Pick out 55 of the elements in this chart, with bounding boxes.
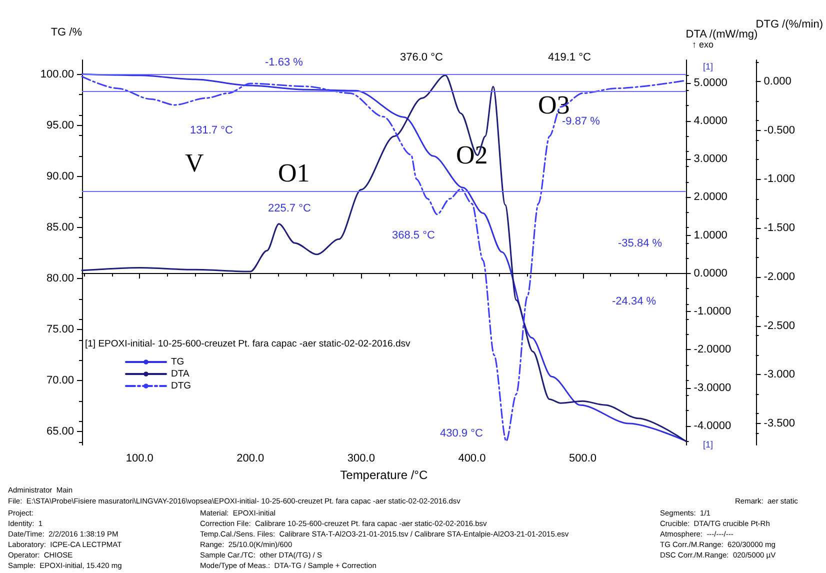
y2-tick-label: -2.0000 bbox=[694, 344, 732, 356]
text: [1] bbox=[703, 62, 714, 72]
y2-tick-label: -1.0000 bbox=[694, 306, 732, 318]
annotation: -35.84 % bbox=[618, 238, 662, 250]
annotation: O1 bbox=[278, 158, 310, 188]
y2-tick-label: 4.0000 bbox=[694, 114, 728, 127]
annotation: 225.7 °C bbox=[268, 202, 311, 214]
annotation: -1.63 % bbox=[265, 56, 304, 68]
annotation: -24.34 % bbox=[612, 296, 656, 308]
annotation: 419.1 °C bbox=[548, 52, 591, 64]
y-tick-label: 95.00 bbox=[46, 119, 74, 132]
y-tick-label: 100.00 bbox=[40, 68, 74, 80]
y-axis-title: TG /% bbox=[50, 26, 82, 38]
y2-axis-title: DTA /(mW/mg) bbox=[686, 28, 758, 40]
y2-tick-label: 5.0000 bbox=[694, 76, 728, 89]
y3-tick-label: 0.000 bbox=[764, 75, 792, 88]
y-tick-label: 65.00 bbox=[46, 426, 74, 438]
x-tick-label: 500.0 bbox=[568, 452, 597, 464]
legend-title: [1] EPOXI-initial- 10-25-600-creuzet Pt. fara capac -aer static-02-02-2016.dsv bbox=[85, 338, 411, 350]
x-axis-title: Temperature /°C bbox=[340, 468, 428, 482]
y3-axis-title: DTG /(%/min) bbox=[756, 18, 824, 30]
y3-tick-label: -3.000 bbox=[764, 368, 795, 381]
y2-tick-label: 1.0000 bbox=[694, 229, 728, 242]
y2-tick-label: 0.0000 bbox=[694, 267, 728, 280]
legend-label: DTA bbox=[171, 368, 190, 380]
x-tick-label: 200.0 bbox=[236, 452, 264, 464]
annotation: 376.0 °C bbox=[400, 52, 443, 64]
annotation: O2 bbox=[456, 140, 488, 170]
y-tick-label: 85.00 bbox=[46, 221, 74, 234]
y3-tick-label: -1.500 bbox=[764, 222, 795, 234]
y2-tick-label: 2.0000 bbox=[694, 191, 728, 204]
y3-tick-label: -3.500 bbox=[764, 418, 795, 430]
y3-tick-label: -2.000 bbox=[764, 270, 795, 283]
y3-tick-label: -0.500 bbox=[764, 124, 795, 136]
y2-tick-label: 3.0000 bbox=[694, 153, 728, 166]
annotation: -9.87 % bbox=[562, 116, 600, 128]
legend-label: DTG bbox=[171, 380, 192, 392]
legend-label: TG bbox=[171, 356, 184, 368]
annotation: V bbox=[185, 148, 204, 178]
y-tick-label: 80.00 bbox=[46, 272, 74, 285]
text: [1] bbox=[703, 440, 714, 450]
annotation: 368.5 °C bbox=[392, 230, 435, 242]
x-tick-label: 300.0 bbox=[347, 452, 375, 464]
y2-tick-label: -3.0000 bbox=[694, 382, 732, 394]
y-tick-label: 70.00 bbox=[46, 374, 74, 387]
x-tick-label: 400.0 bbox=[458, 452, 486, 464]
y2-tick-label: -4.0000 bbox=[694, 420, 732, 432]
y3-tick-label: -2.500 bbox=[764, 320, 795, 332]
y3-tick-label: -1.000 bbox=[764, 173, 795, 186]
x-tick-label: 100.0 bbox=[126, 452, 154, 464]
y-tick-label: 75.00 bbox=[46, 324, 74, 336]
annotation: 131.7 °C bbox=[190, 124, 233, 136]
annotation: 430.9 °C bbox=[440, 428, 483, 440]
y-tick-label: 90.00 bbox=[46, 170, 74, 182]
text: ↑ exo bbox=[692, 40, 714, 50]
